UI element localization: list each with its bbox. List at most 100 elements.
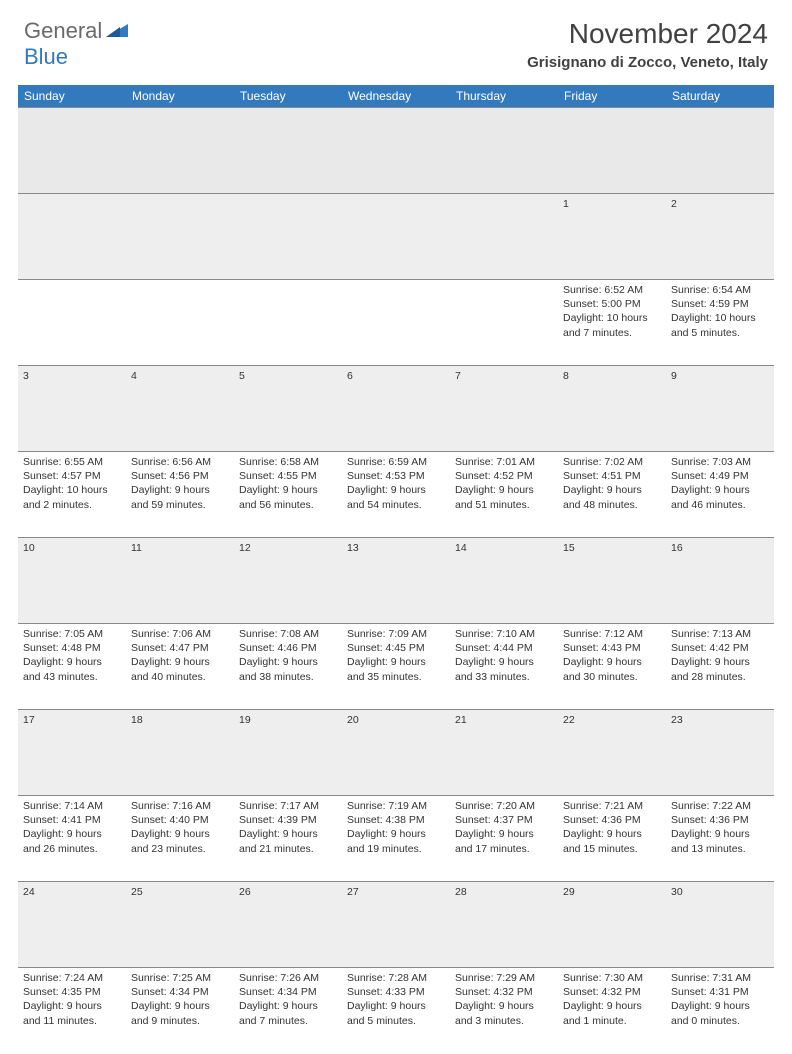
day-cell: Sunrise: 6:55 AMSunset: 4:57 PMDaylight:… — [18, 452, 126, 538]
day-cell: Sunrise: 7:24 AMSunset: 4:35 PMDaylight:… — [18, 968, 126, 1054]
daylight-text: Daylight: 9 hours and 11 minutes. — [23, 999, 121, 1027]
sunset-text: Sunset: 4:57 PM — [23, 469, 121, 483]
sunset-text: Sunset: 4:55 PM — [239, 469, 337, 483]
daylight-text: Daylight: 9 hours and 46 minutes. — [671, 483, 769, 511]
week-row: Sunrise: 6:55 AMSunset: 4:57 PMDaylight:… — [18, 452, 774, 538]
sunset-text: Sunset: 4:42 PM — [671, 641, 769, 655]
daylight-text: Daylight: 10 hours and 7 minutes. — [563, 311, 661, 339]
daylight-text: Daylight: 9 hours and 40 minutes. — [131, 655, 229, 683]
day-cell: Sunrise: 7:29 AMSunset: 4:32 PMDaylight:… — [450, 968, 558, 1054]
sunset-text: Sunset: 4:35 PM — [23, 985, 121, 999]
sunrise-text: Sunrise: 7:31 AM — [671, 971, 769, 985]
daylight-text: Daylight: 9 hours and 5 minutes. — [347, 999, 445, 1027]
daylight-text: Daylight: 9 hours and 19 minutes. — [347, 827, 445, 855]
sunrise-text: Sunrise: 7:25 AM — [131, 971, 229, 985]
day-number-cell — [18, 194, 126, 280]
daylight-text: Daylight: 9 hours and 26 minutes. — [23, 827, 121, 855]
daylight-text: Daylight: 9 hours and 15 minutes. — [563, 827, 661, 855]
daylight-text: Daylight: 9 hours and 21 minutes. — [239, 827, 337, 855]
day-cell: Sunrise: 7:16 AMSunset: 4:40 PMDaylight:… — [126, 796, 234, 882]
sunrise-text: Sunrise: 7:14 AM — [23, 799, 121, 813]
day-number-cell: 7 — [450, 366, 558, 452]
sunrise-text: Sunrise: 7:09 AM — [347, 627, 445, 641]
daylight-text: Daylight: 9 hours and 28 minutes. — [671, 655, 769, 683]
daylight-text: Daylight: 9 hours and 35 minutes. — [347, 655, 445, 683]
day-number-row: 3456789 — [18, 366, 774, 452]
logo: General — [24, 18, 130, 44]
day-cell: Sunrise: 7:13 AMSunset: 4:42 PMDaylight:… — [666, 624, 774, 710]
sunset-text: Sunset: 4:43 PM — [563, 641, 661, 655]
sunrise-text: Sunrise: 6:59 AM — [347, 455, 445, 469]
sunrise-text: Sunrise: 7:13 AM — [671, 627, 769, 641]
daylight-text: Daylight: 9 hours and 33 minutes. — [455, 655, 553, 683]
day-number-cell — [126, 194, 234, 280]
sunset-text: Sunset: 4:34 PM — [239, 985, 337, 999]
day-cell: Sunrise: 6:59 AMSunset: 4:53 PMDaylight:… — [342, 452, 450, 538]
day-cell: Sunrise: 7:02 AMSunset: 4:51 PMDaylight:… — [558, 452, 666, 538]
daylight-text: Daylight: 9 hours and 48 minutes. — [563, 483, 661, 511]
title-block: November 2024 Grisignano di Zocco, Venet… — [527, 18, 768, 71]
sunset-text: Sunset: 4:49 PM — [671, 469, 769, 483]
day-number-cell: 5 — [234, 366, 342, 452]
day-number-cell: 11 — [126, 538, 234, 624]
day-number-cell: 1 — [558, 194, 666, 280]
sunset-text: Sunset: 4:48 PM — [23, 641, 121, 655]
sunset-text: Sunset: 4:38 PM — [347, 813, 445, 827]
sunset-text: Sunset: 4:37 PM — [455, 813, 553, 827]
header: General November 2024 Grisignano di Zocc… — [0, 0, 792, 79]
sunrise-text: Sunrise: 7:06 AM — [131, 627, 229, 641]
location-label: Grisignano di Zocco, Veneto, Italy — [527, 54, 768, 71]
day-number-cell: 28 — [450, 882, 558, 968]
daylight-text: Daylight: 9 hours and 51 minutes. — [455, 483, 553, 511]
daylight-text: Daylight: 9 hours and 43 minutes. — [23, 655, 121, 683]
day-cell: Sunrise: 7:05 AMSunset: 4:48 PMDaylight:… — [18, 624, 126, 710]
sunrise-text: Sunrise: 7:05 AM — [23, 627, 121, 641]
day-header: Thursday — [450, 85, 558, 108]
day-cell — [18, 280, 126, 366]
sunset-text: Sunset: 4:41 PM — [23, 813, 121, 827]
day-number-cell: 22 — [558, 710, 666, 796]
day-cell: Sunrise: 6:56 AMSunset: 4:56 PMDaylight:… — [126, 452, 234, 538]
daylight-text: Daylight: 9 hours and 3 minutes. — [455, 999, 553, 1027]
day-number-cell: 15 — [558, 538, 666, 624]
sunset-text: Sunset: 4:36 PM — [671, 813, 769, 827]
sunset-text: Sunset: 4:45 PM — [347, 641, 445, 655]
daylight-text: Daylight: 9 hours and 13 minutes. — [671, 827, 769, 855]
sunset-text: Sunset: 4:59 PM — [671, 297, 769, 311]
sunset-text: Sunset: 4:32 PM — [455, 985, 553, 999]
sunrise-text: Sunrise: 7:24 AM — [23, 971, 121, 985]
day-header: Friday — [558, 85, 666, 108]
day-cell: Sunrise: 7:12 AMSunset: 4:43 PMDaylight:… — [558, 624, 666, 710]
day-number-cell: 29 — [558, 882, 666, 968]
daylight-text: Daylight: 9 hours and 9 minutes. — [131, 999, 229, 1027]
sunrise-text: Sunrise: 7:01 AM — [455, 455, 553, 469]
sunset-text: Sunset: 4:52 PM — [455, 469, 553, 483]
day-number-cell: 2 — [666, 194, 774, 280]
sunrise-text: Sunrise: 6:54 AM — [671, 283, 769, 297]
week-row: Sunrise: 7:05 AMSunset: 4:48 PMDaylight:… — [18, 624, 774, 710]
daylight-text: Daylight: 9 hours and 1 minute. — [563, 999, 661, 1027]
sunset-text: Sunset: 4:34 PM — [131, 985, 229, 999]
sunrise-text: Sunrise: 7:08 AM — [239, 627, 337, 641]
day-cell: Sunrise: 7:03 AMSunset: 4:49 PMDaylight:… — [666, 452, 774, 538]
sunrise-text: Sunrise: 7:17 AM — [239, 799, 337, 813]
day-cell — [450, 280, 558, 366]
day-cell: Sunrise: 7:19 AMSunset: 4:38 PMDaylight:… — [342, 796, 450, 882]
sunrise-text: Sunrise: 6:52 AM — [563, 283, 661, 297]
day-cell: Sunrise: 7:06 AMSunset: 4:47 PMDaylight:… — [126, 624, 234, 710]
day-cell: Sunrise: 7:21 AMSunset: 4:36 PMDaylight:… — [558, 796, 666, 882]
logo-text-general: General — [24, 18, 102, 44]
sunset-text: Sunset: 5:00 PM — [563, 297, 661, 311]
day-header-row: SundayMondayTuesdayWednesdayThursdayFrid… — [18, 85, 774, 108]
day-cell: Sunrise: 6:58 AMSunset: 4:55 PMDaylight:… — [234, 452, 342, 538]
day-number-cell — [342, 194, 450, 280]
sunset-text: Sunset: 4:32 PM — [563, 985, 661, 999]
sunrise-text: Sunrise: 6:58 AM — [239, 455, 337, 469]
day-header: Monday — [126, 85, 234, 108]
daylight-text: Daylight: 9 hours and 0 minutes. — [671, 999, 769, 1027]
day-cell: Sunrise: 7:01 AMSunset: 4:52 PMDaylight:… — [450, 452, 558, 538]
sunrise-text: Sunrise: 7:10 AM — [455, 627, 553, 641]
day-number-cell: 23 — [666, 710, 774, 796]
sunset-text: Sunset: 4:36 PM — [563, 813, 661, 827]
day-cell: Sunrise: 7:08 AMSunset: 4:46 PMDaylight:… — [234, 624, 342, 710]
